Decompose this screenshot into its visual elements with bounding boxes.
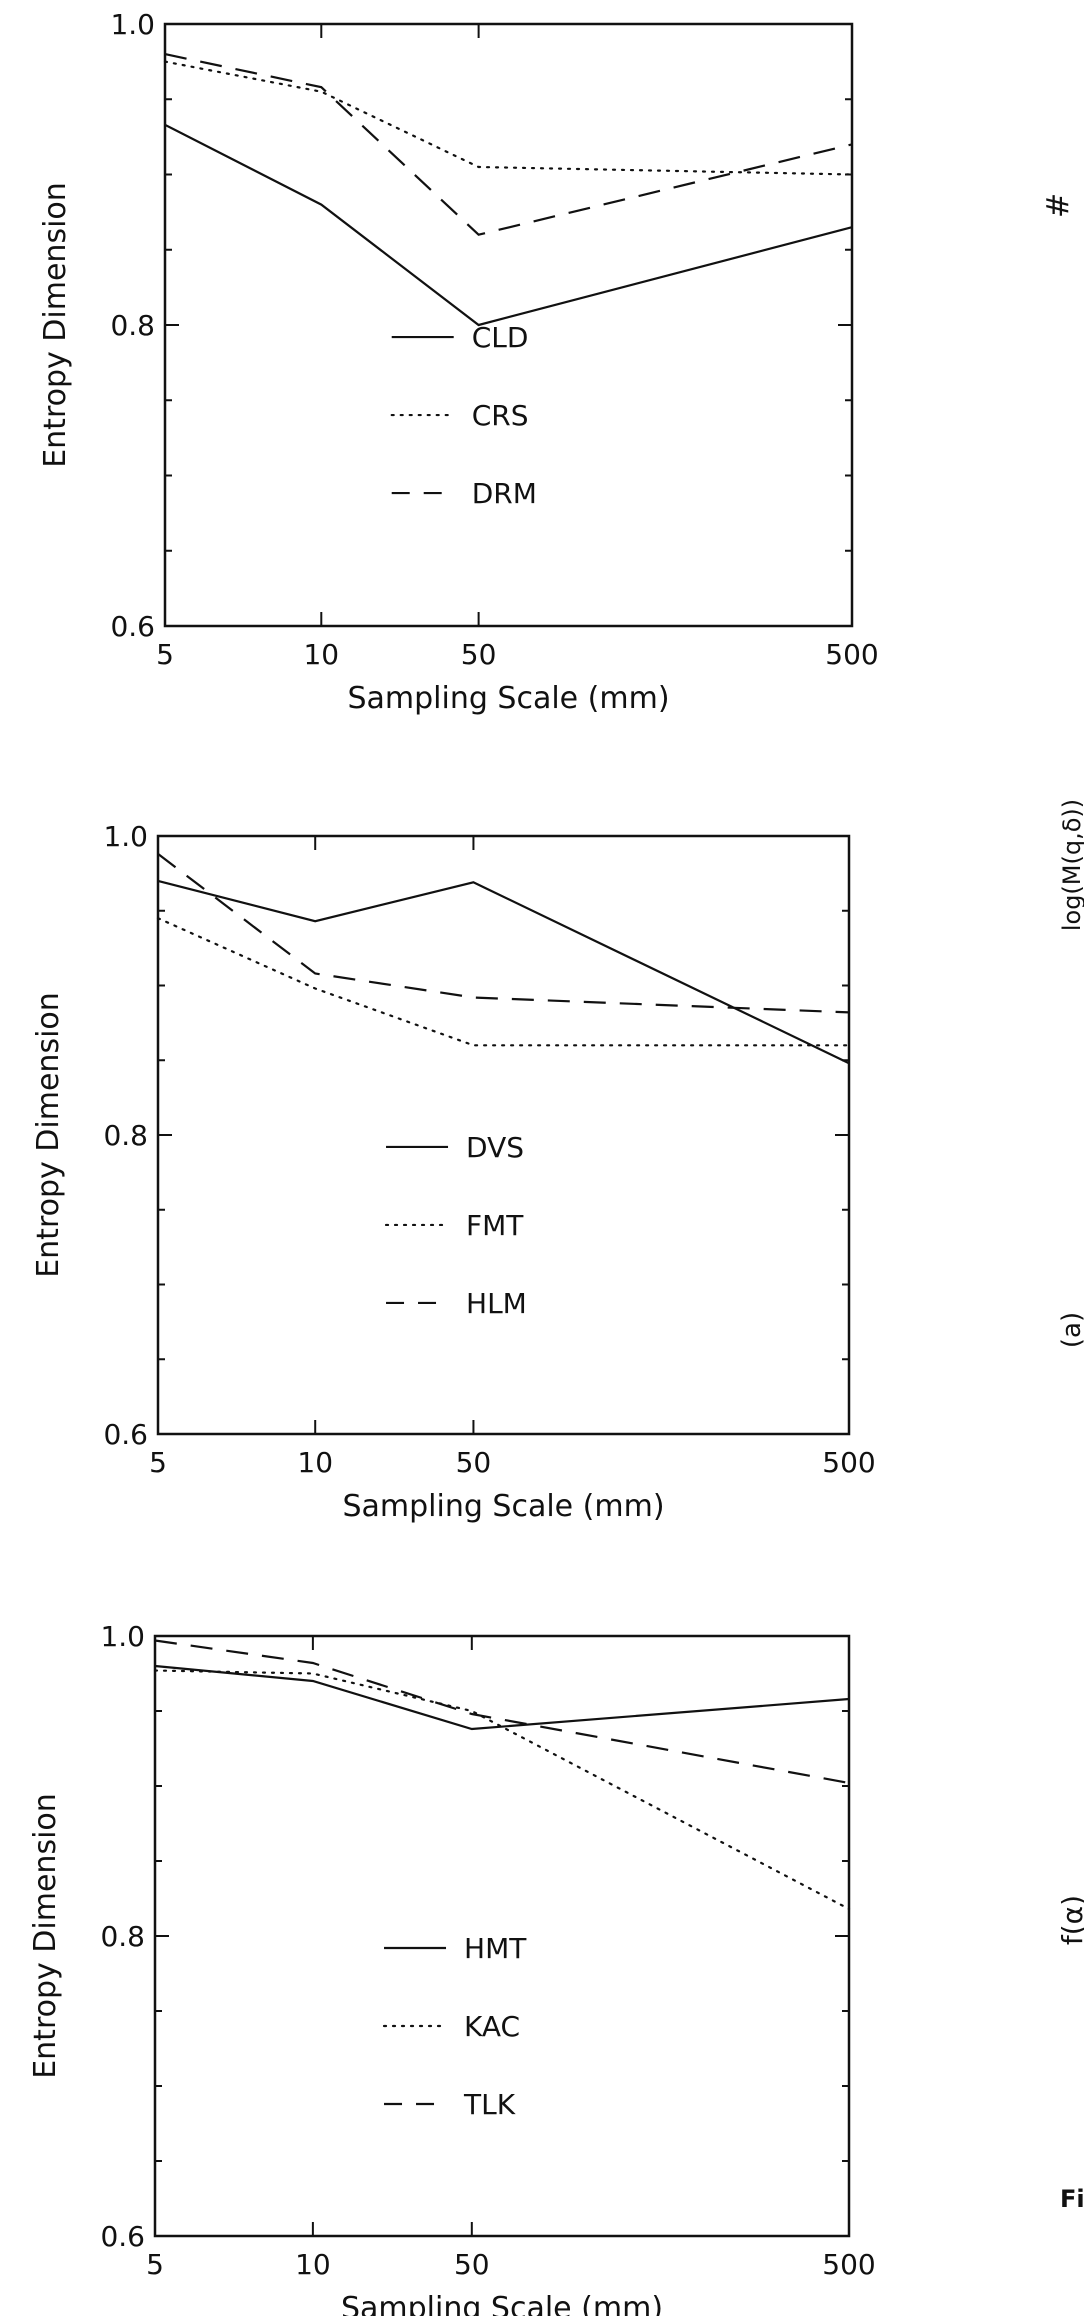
- y-axis-label: Entropy Dimension: [31, 992, 66, 1278]
- x-axis-label: Sampling Scale (mm): [347, 681, 669, 716]
- y-tick-label: 1.0: [110, 8, 155, 41]
- series-line-fmt: [156, 917, 851, 1047]
- series-line-tlk: [154, 1639, 850, 1785]
- x-tick-label: 10: [303, 638, 339, 671]
- legend-label-tlk: TLK: [463, 2088, 516, 2121]
- series-line-drm: [164, 53, 853, 236]
- x-tick-label: 50: [456, 1446, 492, 1479]
- margin-fragment-panel-tag: (a): [1057, 1312, 1084, 1348]
- legend-label-fmt: FMT: [466, 1209, 524, 1242]
- x-tick-label: 500: [825, 638, 878, 671]
- x-tick-label: 10: [297, 1446, 333, 1479]
- x-tick-label: 50: [461, 638, 497, 671]
- x-tick-label: 500: [822, 2248, 875, 2281]
- y-tick-label: 1.0: [103, 820, 148, 853]
- legend-label-hlm: HLM: [466, 1287, 527, 1320]
- legend-label-dvs: DVS: [466, 1131, 524, 1164]
- x-axis-label: Sampling Scale (mm): [341, 2291, 663, 2316]
- x-axis-label: Sampling Scale (mm): [342, 1489, 664, 1524]
- chart-panel-1: 0.6 0.8 1.0 5 10 50 500 Sampling Scale (mm) Entr…: [38, 8, 879, 716]
- series-line-hlm: [157, 853, 850, 1014]
- y-tick-label: 0.8: [110, 309, 155, 342]
- legend-label-hmt: HMT: [464, 1932, 527, 1965]
- series-line-hmt: [154, 1664, 850, 1731]
- x-tick-label: 500: [822, 1446, 875, 1479]
- series-line-crs: [163, 60, 854, 176]
- series-line-dvs: [157, 879, 850, 1065]
- x-tick-label: 5: [146, 2248, 164, 2281]
- y-axis-label: Entropy Dimension: [38, 182, 73, 468]
- y-tick-label: 0.8: [103, 1119, 148, 1152]
- margin-fragment-caption: Fi: [1060, 2185, 1084, 2213]
- x-tick-label: 5: [156, 638, 174, 671]
- margin-fragment-f-alpha: f(α): [1056, 1895, 1084, 1945]
- chart-panel-3: 0.6 0.8 1.0 5 10 50 500 Sampling Scale (mm) Entr…: [28, 1620, 876, 2316]
- margin-fragment-axis-label: log(M(q,δ)): [1058, 799, 1084, 931]
- legend-label-crs: CRS: [472, 399, 529, 432]
- y-tick-label: 1.0: [100, 1620, 145, 1653]
- y-axis-label: Entropy Dimension: [28, 1793, 63, 2079]
- margin-fragment-symbol: #: [1041, 193, 1076, 218]
- x-tick-label: 10: [295, 2248, 331, 2281]
- y-tick-label: 0.6: [100, 2220, 145, 2253]
- legend-label-drm: DRM: [472, 477, 537, 510]
- legend-label-cld: CLD: [472, 321, 529, 354]
- y-tick-label: 0.8: [100, 1920, 145, 1953]
- series-line-cld: [164, 123, 853, 327]
- x-tick-label: 5: [149, 1446, 167, 1479]
- charts-group: 0.6 0.8 1.0 5 10 50 500 Sampling Scale (mm) Entr…: [28, 8, 879, 2316]
- x-tick-label: 50: [454, 2248, 490, 2281]
- y-tick-label: 0.6: [110, 610, 155, 643]
- chart-panel-2: 0.6 0.8 1.0 5 10 50 500 Sampling Scale (mm) Entr…: [31, 820, 876, 1524]
- y-tick-label: 0.6: [103, 1418, 148, 1451]
- legend-label-kac: KAC: [464, 2010, 520, 2043]
